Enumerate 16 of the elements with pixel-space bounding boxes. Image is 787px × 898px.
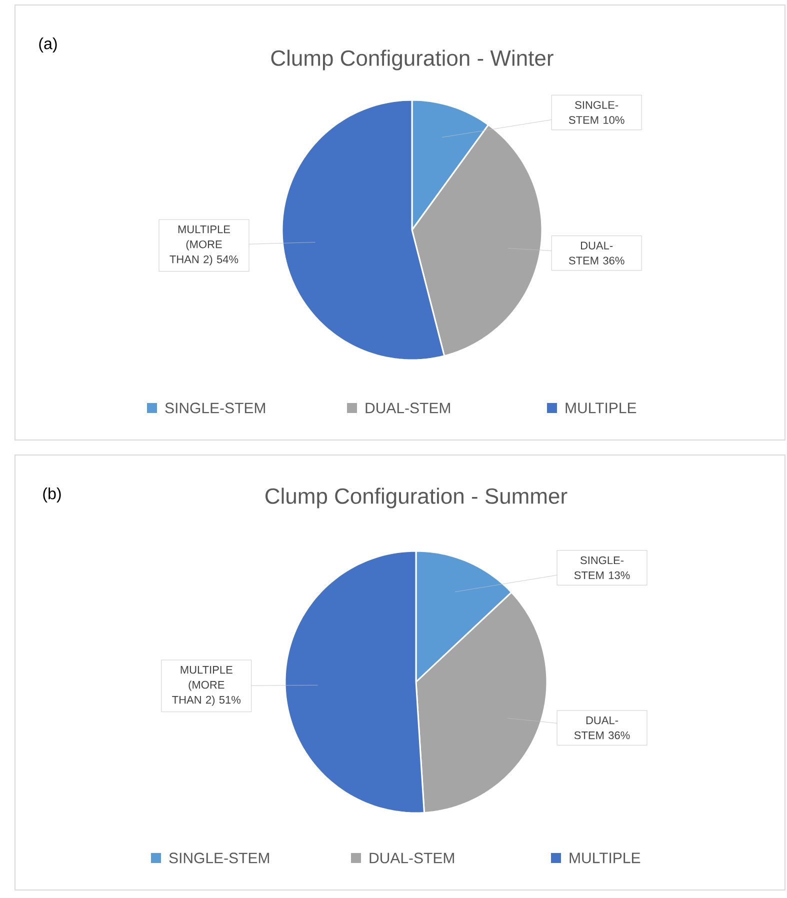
text: (b) [43, 488, 61, 502]
data-label: MULTIPLE (MORE THAN 2) 54% [170, 226, 238, 266]
data-label: SINGLE-STEM 13% [574, 556, 630, 580]
legend-label: DUAL-STEM [370, 852, 454, 864]
data-label: DUAL-STEM 36% [574, 716, 630, 740]
legend-label: DUAL-STEM [366, 402, 450, 414]
chart-title: Clump Configuration - Winter [271, 50, 554, 70]
legend-label: SINGLE-STEM [169, 852, 269, 864]
chart-title: Clump Configuration - Summer [266, 488, 568, 508]
data-label: MULTIPLE (MORE THAN 2) 51% [172, 666, 241, 706]
legend-label: MULTIPLE [566, 402, 636, 414]
legend-label: SINGLE-STEM [165, 402, 265, 414]
data-label: DUAL-STEM 36% [568, 242, 624, 264]
text: (a) [39, 38, 57, 52]
data-label: SINGLE-STEM 10% [568, 101, 624, 124]
legend-label: MULTIPLE [570, 852, 640, 864]
